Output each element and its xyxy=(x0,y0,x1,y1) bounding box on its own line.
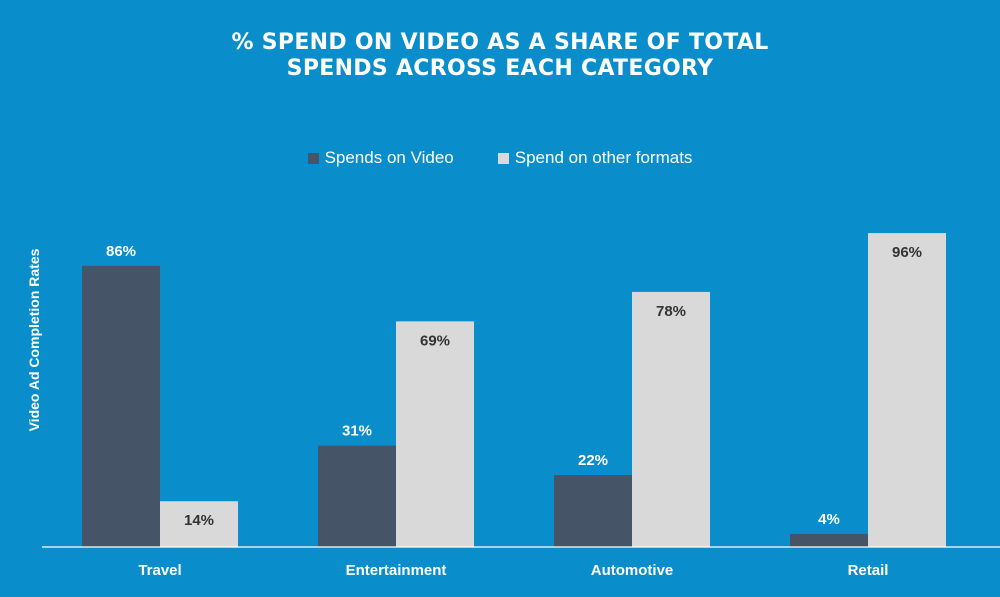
legend-swatch-other xyxy=(497,152,509,164)
category-label-travel: Travel xyxy=(138,562,181,579)
legend-item-other: Spend on other formats xyxy=(497,148,693,168)
chart-title-line-2: SPENDS ACROSS EACH CATEGORY xyxy=(286,56,714,81)
bar-other-automotive xyxy=(632,291,710,547)
data-label-other-automotive: 78% xyxy=(656,303,686,320)
category-label-retail: Retail xyxy=(848,562,889,579)
data-label-other-retail: 96% xyxy=(892,244,922,261)
data-label-other-entertainment: 69% xyxy=(420,332,450,349)
data-label-video-travel: 86% xyxy=(106,243,136,260)
data-label-video-entertainment: 31% xyxy=(342,423,372,440)
legend: Spends on Video Spend on other formats xyxy=(0,148,1000,168)
data-label-video-automotive: 22% xyxy=(578,452,608,469)
bar-other-retail xyxy=(868,233,946,547)
legend-item-video: Spends on Video xyxy=(307,148,454,168)
bar-other-travel xyxy=(160,501,238,547)
data-label-video-retail: 4% xyxy=(818,511,840,528)
chart-title-line-1: % SPEND ON VIDEO AS A SHARE OF TOTAL xyxy=(231,30,769,55)
bar-video-retail xyxy=(790,533,868,547)
legend-label-other: Spend on other formats xyxy=(514,148,693,167)
bar-video-travel xyxy=(82,265,160,547)
chart-title: % SPEND ON VIDEO AS A SHARE OF TOTAL SPE… xyxy=(0,30,1000,82)
legend-label-video: Spends on Video xyxy=(324,148,454,167)
category-label-entertainment: Entertainment xyxy=(346,562,447,579)
bar-other-entertainment xyxy=(396,321,474,547)
legend-swatch-video xyxy=(307,152,319,164)
bar-video-entertainment xyxy=(318,445,396,547)
data-label-other-travel: 14% xyxy=(184,512,214,529)
category-label-automotive: Automotive xyxy=(591,562,674,579)
bar-video-automotive xyxy=(554,475,632,547)
